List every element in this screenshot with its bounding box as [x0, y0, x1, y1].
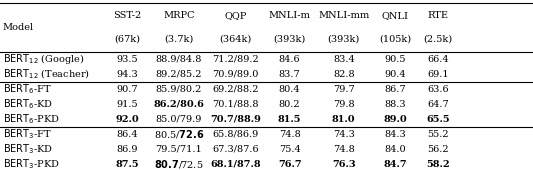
- Text: 81.5: 81.5: [278, 115, 302, 124]
- Text: $\mathrm{BERT}_{3}$-FT: $\mathrm{BERT}_{3}$-FT: [3, 127, 52, 141]
- Text: 86.4: 86.4: [117, 130, 138, 139]
- Text: 85.9/80.2: 85.9/80.2: [156, 85, 202, 94]
- Text: $\mathrm{BERT}_{6}$-KD: $\mathrm{BERT}_{6}$-KD: [3, 97, 53, 111]
- Text: 92.0: 92.0: [116, 115, 139, 124]
- Text: 63.6: 63.6: [427, 85, 449, 94]
- Text: 74.8: 74.8: [279, 130, 301, 139]
- Text: SST-2: SST-2: [113, 11, 142, 20]
- Text: (67k): (67k): [115, 35, 140, 44]
- Text: 90.5: 90.5: [384, 55, 406, 64]
- Text: 84.7: 84.7: [383, 160, 407, 168]
- Text: 89.0: 89.0: [383, 115, 407, 124]
- Text: $\mathrm{BERT}_{12}$ (Google): $\mathrm{BERT}_{12}$ (Google): [3, 52, 84, 66]
- Text: 70.7/88.9: 70.7/88.9: [210, 115, 261, 124]
- Text: 94.3: 94.3: [117, 70, 138, 79]
- Text: (393k): (393k): [273, 35, 306, 44]
- Text: 70.1/88.8: 70.1/88.8: [212, 100, 259, 109]
- Text: 67.3/87.6: 67.3/87.6: [212, 145, 259, 154]
- Text: MRPC: MRPC: [163, 11, 195, 20]
- Text: 71.2/89.2: 71.2/89.2: [212, 55, 259, 64]
- Text: 85.0/79.9: 85.0/79.9: [156, 115, 202, 124]
- Text: 84.6: 84.6: [279, 55, 301, 64]
- Text: (3.7k): (3.7k): [164, 35, 193, 44]
- Text: 86.7: 86.7: [384, 85, 406, 94]
- Text: (105k): (105k): [379, 35, 411, 44]
- Text: QNLI: QNLI: [382, 11, 409, 20]
- Text: $\mathbf{80.7}$/72.5: $\mathbf{80.7}$/72.5: [154, 158, 204, 170]
- Text: $\mathrm{BERT}_{3}$-KD: $\mathrm{BERT}_{3}$-KD: [3, 142, 53, 156]
- Text: 81.0: 81.0: [332, 115, 356, 124]
- Text: 84.0: 84.0: [384, 145, 406, 154]
- Text: 93.5: 93.5: [117, 55, 138, 64]
- Text: 80.2: 80.2: [279, 100, 301, 109]
- Text: 79.5/71.1: 79.5/71.1: [156, 145, 202, 154]
- Text: MNLI-m: MNLI-m: [269, 11, 311, 20]
- Text: 65.8/86.9: 65.8/86.9: [213, 130, 259, 139]
- Text: 86.9: 86.9: [117, 145, 138, 154]
- Text: 56.2: 56.2: [427, 145, 449, 154]
- Text: 66.4: 66.4: [427, 55, 449, 64]
- Text: 86.2/80.6: 86.2/80.6: [154, 100, 204, 109]
- Text: 58.2: 58.2: [426, 160, 450, 168]
- Text: MNLI-mm: MNLI-mm: [318, 11, 369, 20]
- Text: 90.4: 90.4: [384, 70, 406, 79]
- Text: 55.2: 55.2: [427, 130, 449, 139]
- Text: 82.8: 82.8: [333, 70, 354, 79]
- Text: 79.8: 79.8: [333, 100, 354, 109]
- Text: 87.5: 87.5: [116, 160, 139, 168]
- Text: 76.7: 76.7: [278, 160, 302, 168]
- Text: 90.7: 90.7: [117, 85, 138, 94]
- Text: 89.2/85.2: 89.2/85.2: [156, 70, 202, 79]
- Text: RTE: RTE: [427, 11, 449, 20]
- Text: 84.3: 84.3: [384, 130, 406, 139]
- Text: 83.4: 83.4: [333, 55, 354, 64]
- Text: Model: Model: [3, 23, 34, 32]
- Text: (2.5k): (2.5k): [424, 35, 453, 44]
- Text: $\mathrm{BERT}_{12}$ (Teacher): $\mathrm{BERT}_{12}$ (Teacher): [3, 67, 90, 81]
- Text: $\mathrm{BERT}_{6}$-FT: $\mathrm{BERT}_{6}$-FT: [3, 82, 52, 96]
- Text: 91.5: 91.5: [117, 100, 138, 109]
- Text: 80.4: 80.4: [279, 85, 301, 94]
- Text: (364k): (364k): [220, 35, 252, 44]
- Text: $\mathrm{BERT}_{3}$-PKD: $\mathrm{BERT}_{3}$-PKD: [3, 157, 59, 170]
- Text: 65.5: 65.5: [426, 115, 450, 124]
- Text: 88.9/84.8: 88.9/84.8: [156, 55, 202, 64]
- Text: $\mathrm{BERT}_{6}$-PKD: $\mathrm{BERT}_{6}$-PKD: [3, 112, 59, 126]
- Text: 74.3: 74.3: [333, 130, 355, 139]
- Text: 80.5/$\mathbf{72.6}$: 80.5/$\mathbf{72.6}$: [154, 128, 204, 140]
- Text: 64.7: 64.7: [427, 100, 449, 109]
- Text: 76.3: 76.3: [332, 160, 356, 168]
- Text: 70.9/89.0: 70.9/89.0: [212, 70, 259, 79]
- Text: 83.7: 83.7: [279, 70, 301, 79]
- Text: QQP: QQP: [224, 11, 247, 20]
- Text: (393k): (393k): [328, 35, 360, 44]
- Text: 75.4: 75.4: [279, 145, 301, 154]
- Text: 79.7: 79.7: [333, 85, 354, 94]
- Text: 69.1: 69.1: [427, 70, 449, 79]
- Text: 74.8: 74.8: [333, 145, 354, 154]
- Text: 69.2/88.2: 69.2/88.2: [212, 85, 259, 94]
- Text: 68.1/87.8: 68.1/87.8: [211, 160, 261, 168]
- Text: 88.3: 88.3: [384, 100, 406, 109]
